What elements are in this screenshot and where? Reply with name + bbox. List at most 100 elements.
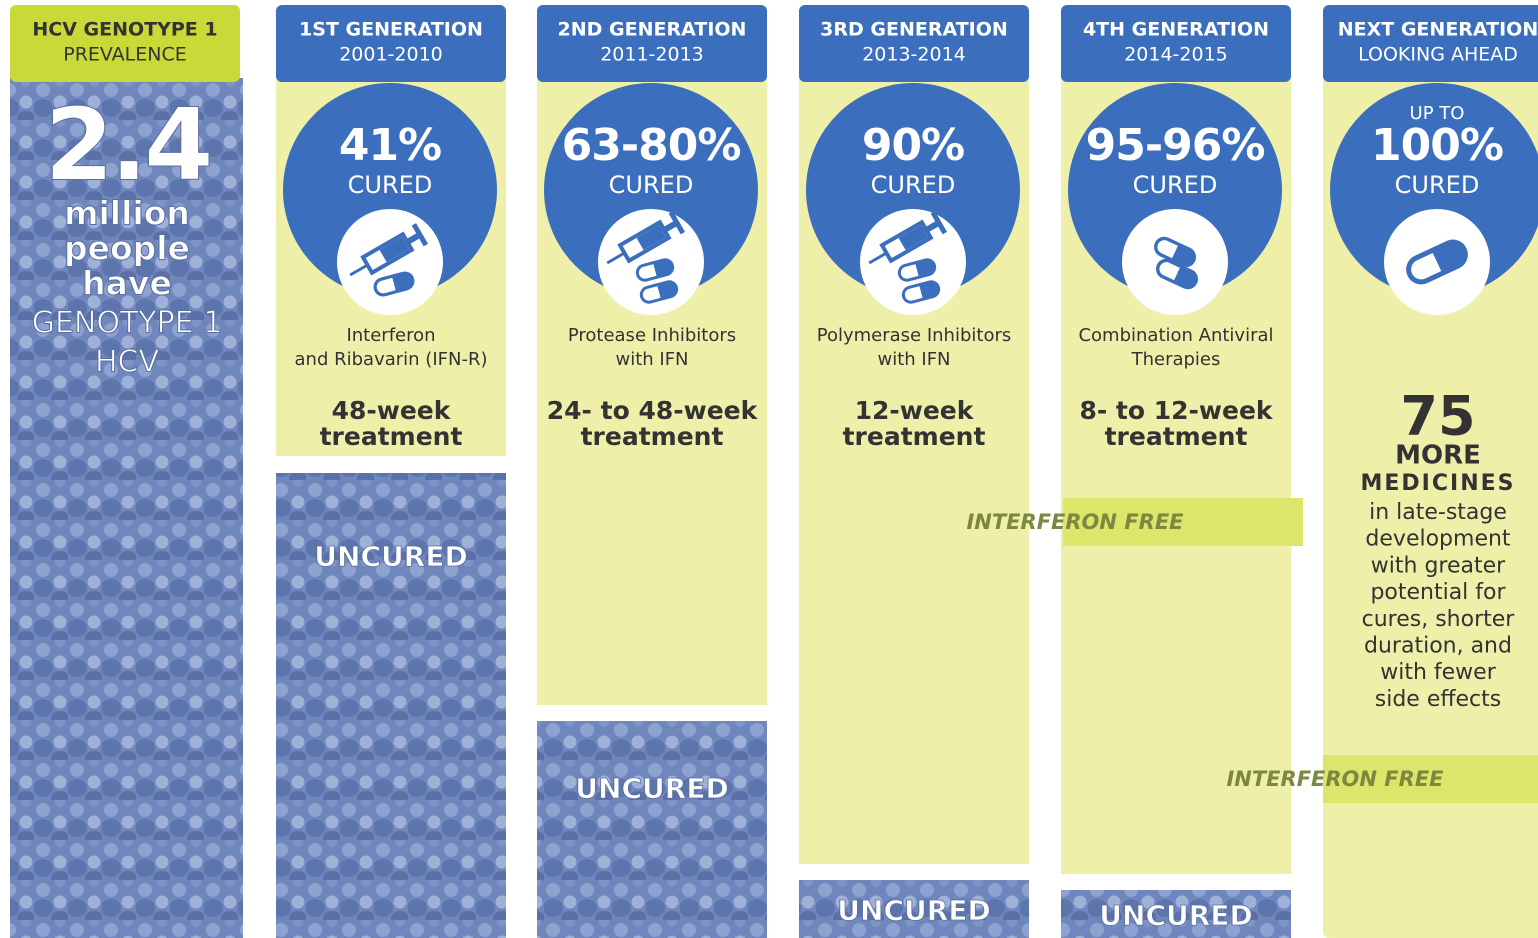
syringe-icon [868, 211, 948, 265]
crowd-panel [10, 78, 243, 938]
pill-icon [1154, 236, 1196, 268]
syringe-needle [349, 263, 369, 277]
description-line: cures, shorter [1362, 607, 1516, 632]
syringe-fill [898, 224, 929, 251]
syringe-fill [636, 224, 667, 251]
cured-circle [544, 83, 758, 297]
treatment-line: 8- to 12-week [1079, 396, 1273, 425]
cured-circle [1068, 83, 1282, 297]
prevalence-line: HCV [95, 345, 160, 380]
description-line: duration, and [1364, 634, 1512, 659]
header-line: 2011-2013 [600, 44, 704, 66]
cured-panel [1323, 70, 1538, 938]
big-number: 2.4 [44, 86, 209, 203]
syringe-handle [411, 223, 429, 247]
pill-half [1173, 266, 1197, 288]
header-line: 2014-2015 [1124, 44, 1228, 66]
therapy-line: Interferon [346, 325, 435, 346]
header-line: NEXT GENERATION [1338, 19, 1538, 41]
syringe-icon [349, 223, 429, 277]
cured-percent: 63-80% [562, 120, 741, 171]
treatment-line: treatment [843, 422, 986, 451]
treatment-line: 48-week [332, 396, 452, 425]
interferon-text: INTERFERON FREE [1226, 767, 1444, 791]
prevalence-line: million [64, 194, 190, 233]
treatment-line: treatment [581, 422, 724, 451]
syringe-plunger [924, 220, 940, 233]
prevalence-line: people [64, 229, 190, 268]
pill-icon [373, 271, 415, 297]
therapy-line: Protease Inhibitors [568, 325, 736, 346]
header-line: 4TH GENERATION [1083, 19, 1269, 41]
syringe-handle [668, 211, 686, 235]
description-line: with fewer [1380, 660, 1496, 685]
therapy-line: Therapies [1131, 349, 1221, 370]
description-line: development [1365, 527, 1511, 552]
treatment-line: treatment [1105, 422, 1248, 451]
crowd-panel [276, 473, 506, 938]
column-header [1323, 5, 1538, 82]
pill-icon [1156, 258, 1198, 290]
pill-half [391, 273, 413, 292]
therapy-line: and Ribavarin (IFN-R) [295, 349, 488, 370]
icon [606, 211, 686, 304]
header-line: PREVALENCE [63, 44, 187, 66]
cured-label: CURED [1133, 171, 1218, 199]
cured-percent: 100% [1371, 120, 1503, 171]
column-header [799, 5, 1029, 82]
pill-half [1431, 242, 1466, 274]
syringe-icon [606, 211, 686, 265]
syringe-plunger [405, 232, 421, 245]
uncured-label: UNCURED [837, 894, 990, 927]
medicines-label: MEDICINES [1361, 471, 1516, 496]
cured-circle [283, 83, 497, 297]
header-line: 2ND GENERATION [558, 19, 747, 41]
icon [1154, 236, 1198, 290]
syringe-fill [379, 236, 410, 263]
interferon-badge [1063, 498, 1303, 546]
pill-half [919, 281, 939, 300]
header-line: LOOKING AHEAD [1358, 44, 1518, 66]
prevalence-line: have [82, 264, 172, 303]
cured-circle [806, 83, 1020, 297]
cured-label: CURED [609, 171, 694, 199]
therapy-line: Polymerase Inhibitors [817, 325, 1012, 346]
therapy-line: with IFN [615, 349, 688, 370]
medicine-count: 75 [1400, 385, 1475, 448]
header-line: 2013-2014 [862, 44, 966, 66]
uncured-label: UNCURED [575, 772, 728, 805]
icon [1406, 239, 1468, 285]
syringe-needle [868, 251, 888, 265]
header-line: 1ST GENERATION [299, 19, 483, 41]
therapy-line: Combination Antiviral [1078, 325, 1273, 346]
treatment-line: 12-week [855, 396, 975, 425]
pill-half [657, 281, 677, 300]
cured-label: CURED [1395, 171, 1480, 199]
description-line: with greater [1371, 553, 1506, 578]
pill-icon [901, 280, 941, 304]
pill-half [915, 259, 935, 278]
pill-icon [635, 258, 675, 282]
cured-percent: 95-96% [1086, 120, 1265, 171]
description-line: in late-stage [1369, 500, 1507, 525]
description-line: side effects [1375, 687, 1501, 712]
treatment-line: 24- to 48-week [547, 396, 759, 425]
cured-label: CURED [871, 171, 956, 199]
header-line: 3RD GENERATION [820, 19, 1008, 41]
interferon-text: INTERFERON FREE [966, 510, 1184, 534]
cured-percent: 41% [339, 120, 441, 171]
pill-half [1171, 244, 1195, 266]
cured-percent: 90% [862, 120, 964, 171]
uncured-label: UNCURED [314, 540, 467, 573]
pill-half [653, 259, 673, 278]
syringe-needle [606, 251, 626, 265]
crowd-panel [1061, 890, 1291, 938]
crowd-panel [799, 880, 1029, 938]
syringe-handle [930, 211, 948, 235]
up-to: UP TO [1410, 103, 1465, 124]
treatment-line: treatment [320, 422, 463, 451]
header-line: HCV GENOTYPE 1 [32, 19, 217, 41]
prevalence-line: GENOTYPE 1 [32, 306, 223, 341]
